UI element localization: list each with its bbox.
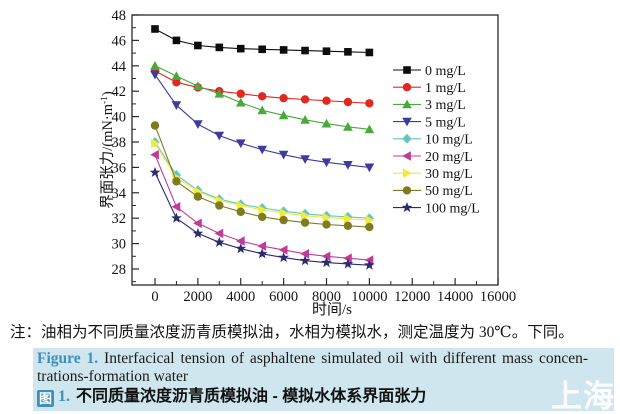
svg-text:48: 48	[112, 8, 127, 24]
figure-label-zh-num: 1.	[58, 388, 70, 405]
watermark: 上海谱	[551, 379, 620, 414]
series-3-mg-l	[150, 61, 375, 134]
svg-text:36: 36	[112, 160, 127, 176]
svg-text:46: 46	[112, 33, 127, 49]
svg-text:34: 34	[112, 186, 127, 202]
x-axis: 0 2000 4000 6000 8000 10000 12000 14000 16000	[151, 278, 516, 305]
svg-text:42: 42	[112, 84, 127, 100]
y-axis: 28 30 32 34 36 38 40 42 44 46 48	[112, 8, 139, 283]
svg-text:10000: 10000	[351, 289, 387, 305]
legend-label: 1 mg/L	[425, 81, 466, 96]
svg-text:30: 30	[112, 237, 127, 253]
svg-text:32: 32	[112, 211, 127, 227]
legend-label: 20 mg/L	[425, 150, 473, 165]
svg-text:40: 40	[112, 110, 127, 126]
figure-caption: Figure 1. Interfacical tension of asphal…	[33, 348, 614, 411]
svg-text:28: 28	[112, 262, 127, 278]
legend-label: 3 mg/L	[425, 98, 466, 113]
chart-legend: 0 mg/L 1 mg/L 3 mg/L 5 mg/L 10 mg/L 20 mg/L 30…	[393, 64, 480, 216]
series-0-mg-l	[151, 25, 374, 57]
svg-text:0: 0	[151, 289, 158, 305]
svg-text:38: 38	[112, 135, 127, 151]
legend-label: 0 mg/L	[425, 64, 466, 79]
y-axis-label: 界面张力/(mN·m-1)	[99, 91, 116, 209]
series-100-mg-l	[149, 166, 375, 270]
interfacial-tension-chart: 28 30 32 34 36 38 40 42 44 46 48 0 2000 4000 6000 8000 1…	[99, 8, 516, 318]
chart-canvas: 28 30 32 34 36 38 40 42 44 46 48 0 2000 4000 6000 8000 1…	[99, 8, 516, 318]
svg-text:界面张力/(mN·m-1): 界面张力/(mN·m-1)	[99, 91, 116, 209]
svg-text:44: 44	[112, 59, 127, 75]
svg-text:6000: 6000	[269, 289, 298, 305]
series-5-mg-l	[150, 70, 375, 173]
caption-zh-line: 图 1. 不同质量浓度沥青质模拟油 - 模拟水体系界面张力	[37, 387, 588, 407]
figure-label-en: Figure 1.	[37, 350, 99, 367]
series-20-mg-l	[150, 149, 374, 265]
figure-zh-icon: 图	[37, 390, 54, 407]
svg-text:8000: 8000	[312, 289, 341, 305]
svg-text:4000: 4000	[226, 289, 255, 305]
caption-en-line2: trations-formation water	[37, 367, 189, 385]
x-axis-label: 时间/s	[312, 301, 352, 316]
plot-border	[131, 14, 499, 286]
legend-label: 30 mg/L	[425, 167, 473, 182]
series-1-mg-l	[150, 66, 374, 108]
caption-en-line1: Figure 1. Interfacical tension of asphal…	[37, 350, 588, 368]
svg-text:16000: 16000	[480, 289, 516, 305]
legend-label: 5 mg/L	[425, 115, 466, 130]
chart-note: 注：油相为不同质量浓度沥青质模拟油，水相为模拟水，测定温度为 30℃。下同。	[10, 324, 574, 341]
svg-text:2000: 2000	[183, 289, 212, 305]
series-50-mg-l	[150, 121, 374, 232]
svg-text:12000: 12000	[394, 289, 430, 305]
series-30-mg-l	[151, 138, 375, 225]
legend-label: 10 mg/L	[425, 133, 473, 148]
svg-text:14000: 14000	[437, 289, 473, 305]
legend-label: 100 mg/L	[425, 201, 480, 216]
legend-label: 50 mg/L	[425, 184, 473, 199]
caption-en-text: Interfacical tension of asphaltene simul…	[98, 350, 588, 367]
caption-zh-text: 不同质量浓度沥青质模拟油 - 模拟水体系界面张力	[76, 388, 427, 405]
